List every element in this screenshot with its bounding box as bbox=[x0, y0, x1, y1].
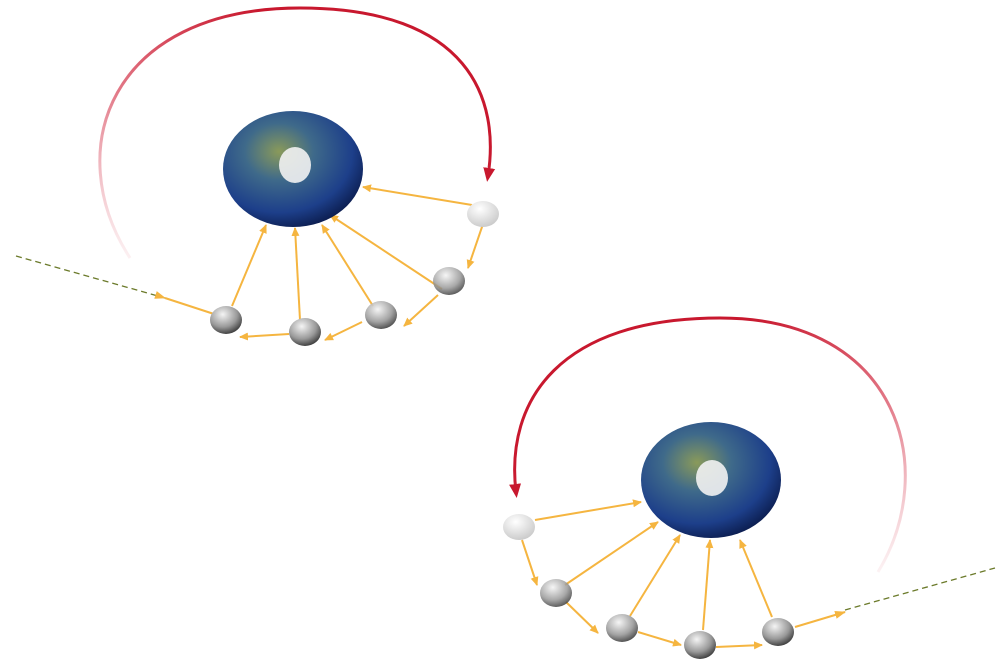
arrow bbox=[154, 291, 215, 315]
trajectory bbox=[15, 255, 166, 299]
moon bbox=[289, 318, 321, 346]
moon bbox=[762, 618, 794, 646]
moon bbox=[433, 267, 465, 295]
moon bbox=[210, 306, 242, 334]
moon bbox=[540, 579, 572, 607]
arrow bbox=[794, 611, 846, 628]
moon bbox=[606, 614, 638, 642]
ice-cap bbox=[696, 460, 728, 496]
orbit-arc bbox=[98, 6, 496, 259]
moon bbox=[467, 201, 499, 227]
moon bbox=[503, 514, 535, 540]
ice-cap bbox=[279, 147, 311, 183]
arrows bbox=[521, 499, 773, 650]
orbit-arc bbox=[509, 316, 907, 573]
arrows bbox=[231, 184, 484, 341]
trajectory bbox=[844, 567, 996, 611]
moon bbox=[365, 301, 397, 329]
moon bbox=[684, 631, 716, 659]
